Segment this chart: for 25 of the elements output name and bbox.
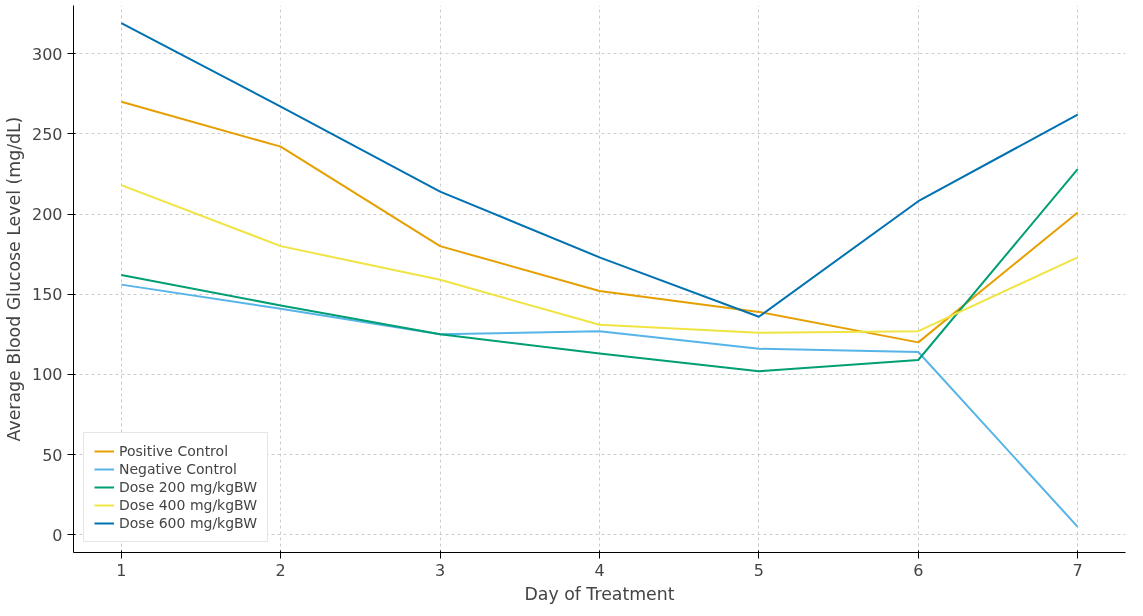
line-series — [120, 184, 1079, 334]
line-series — [120, 168, 1079, 373]
y-tick-label: 100 — [31, 365, 63, 385]
x-axis-title: Day of Treatment — [524, 583, 675, 604]
y-tick-label: 150 — [31, 285, 63, 305]
x-tick-label: 7 — [1072, 560, 1083, 580]
y-tick-label: 300 — [31, 44, 63, 64]
legend-label: Dose 200 mg/kgBW — [119, 479, 258, 495]
legend-label: Negative Control — [119, 461, 237, 477]
line-series — [120, 22, 1079, 318]
y-tick-label: 50 — [42, 445, 63, 465]
x-tick-label: 2 — [275, 560, 286, 580]
legend-label: Positive Control — [119, 443, 229, 459]
y-axis-title: Average Blood Glucose Level (mg/dL) — [3, 116, 24, 442]
y-tick-label: 0 — [52, 525, 63, 545]
x-tick-label: 1 — [116, 560, 127, 580]
y-tick-label: 250 — [31, 124, 63, 144]
legend-label: Dose 600 mg/kgBW — [119, 515, 258, 531]
legend-label: Dose 400 mg/kgBW — [119, 497, 258, 513]
x-tick-label: 4 — [594, 560, 605, 580]
x-tick-label: 6 — [913, 560, 924, 580]
x-tick-label: 3 — [435, 560, 446, 580]
line-series — [120, 100, 1079, 344]
x-tick-label: 5 — [753, 560, 764, 580]
y-tick-label: 200 — [31, 205, 63, 225]
